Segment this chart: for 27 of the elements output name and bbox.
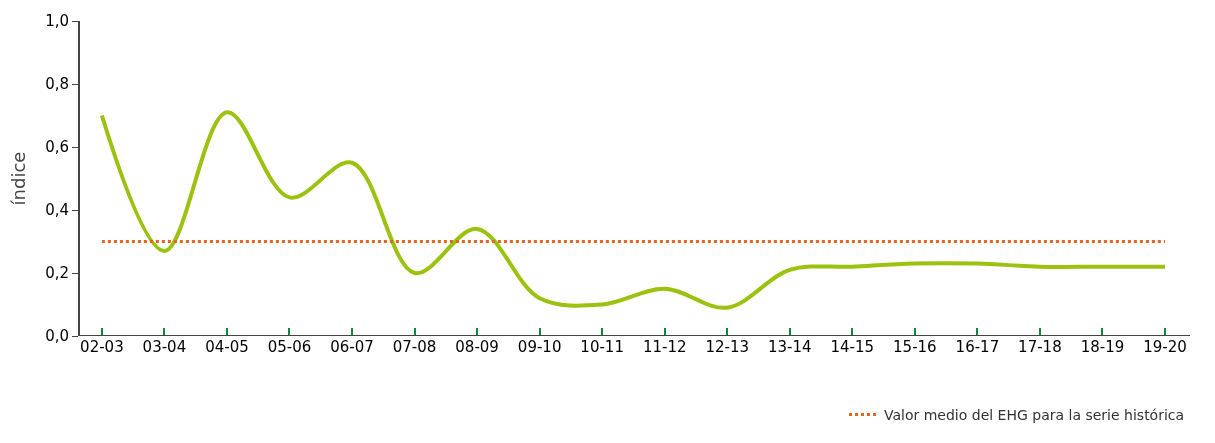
- y-tick-label: 0,0: [45, 327, 69, 346]
- y-tick-label: 0,2: [45, 264, 69, 283]
- x-tick-label: 05-06: [267, 338, 312, 356]
- legend-label: Valor medio del EHG para la serie histórica: [884, 407, 1185, 424]
- x-tick-label: 10-11: [580, 338, 624, 356]
- x-tick-label: 07-08: [392, 338, 437, 356]
- x-tick-label: 11-12: [642, 338, 687, 356]
- y-tick-label: 0,8: [45, 75, 69, 94]
- x-tick-label: 13-14: [767, 338, 812, 356]
- x-tick-label: 09-10: [517, 338, 562, 356]
- x-tick-label: 15-16: [893, 338, 937, 356]
- y-axis-title: índice: [7, 151, 29, 206]
- x-tick-label: 04-05: [205, 338, 249, 356]
- x-tick-label: 02-03: [80, 338, 124, 356]
- x-tick-label: 03-04: [142, 338, 187, 356]
- x-tick-label: 14-15: [830, 338, 875, 356]
- x-tick-label: 08-09: [455, 338, 499, 356]
- x-tick-label: 12-13: [705, 338, 750, 356]
- y-tick-label: 1,0: [45, 12, 69, 31]
- y-tick-label: 0,6: [45, 138, 69, 157]
- x-tick-label: 16-17: [955, 338, 1000, 356]
- x-tick-label: 06-07: [330, 338, 374, 356]
- y-tick-label: 0,4: [45, 201, 69, 220]
- line-series: [99, 110, 1167, 310]
- x-tick-label: 18-19: [1080, 338, 1125, 356]
- x-tick-label: 17-18: [1018, 338, 1062, 356]
- x-tick-label: 19-20: [1143, 338, 1187, 356]
